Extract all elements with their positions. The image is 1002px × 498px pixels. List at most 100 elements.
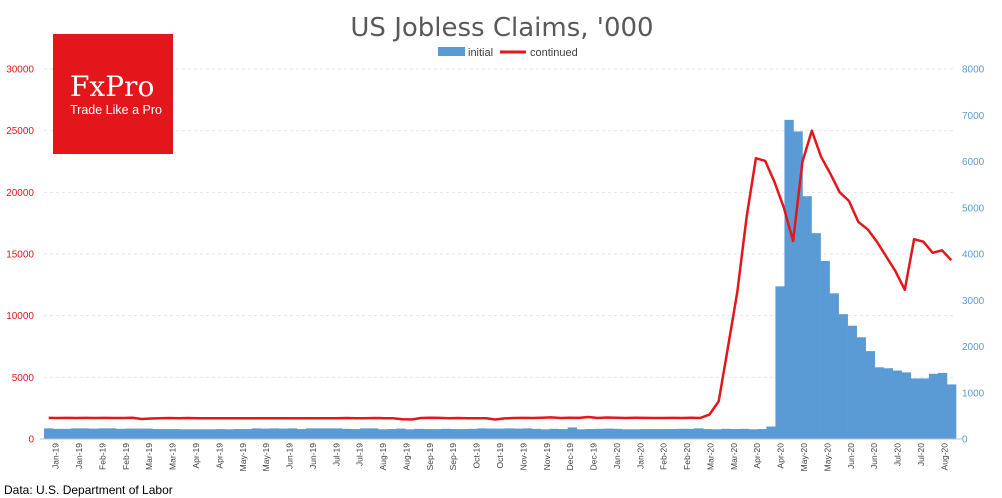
initial-bar [152,429,162,439]
initial-bar [450,429,460,439]
logo-background [53,34,173,154]
initial-bar [540,429,550,439]
initial-bar [62,428,72,439]
x-tick-label: Feb-19 [97,443,107,470]
right-tick-label: 6000 [962,157,985,168]
x-tick-label: Jan-20 [612,443,622,469]
initial-bar [504,428,514,439]
x-tick-label: Apr-20 [752,443,762,469]
initial-bar [685,428,695,439]
initial-bar [919,378,930,439]
initial-bar [369,428,379,439]
initial-bar [242,429,252,439]
left-tick-label: 5000 [12,373,35,384]
initial-bar [603,428,614,439]
left-tick-label: 30000 [6,65,34,76]
x-tick-label: Apr-20 [776,443,786,469]
x-tick-label: Aug-19 [401,443,411,471]
x-tick-label: Nov-19 [542,443,552,471]
initial-bar [170,429,180,439]
initial-bar [423,429,433,439]
initial-bar [98,428,108,439]
left-axis-ticks: 0 5000 10000 15000 20000 25000 30000 [6,65,34,446]
initial-bar [441,428,451,439]
legend: initial continued [438,47,578,59]
x-axis-ticks: Jan-19 Jan-19 Feb-19 Feb-19 Mar-19 Mar-19 Apr-… [51,443,950,472]
right-tick-label: 5000 [962,203,985,214]
x-tick-label: Aug-19 [378,443,388,471]
initial-bar [703,429,713,439]
right-tick-label: 2000 [962,342,985,353]
x-tick-label: Jul-20 [893,443,903,466]
x-tick-label: Mar-19 [144,443,154,470]
legend-label-continued: continued [530,47,578,59]
x-tick-label: May-20 [799,443,809,472]
x-tick-label: Dec-19 [589,443,599,471]
initial-bar [107,428,117,439]
gridlines [44,68,956,378]
initial-bar [432,429,442,439]
initial-bar [811,233,821,439]
right-tick-label: 7000 [962,111,985,122]
initial-bar [378,429,388,439]
initial-bar [630,429,641,439]
initial-bar [784,119,794,439]
initial-bar [721,428,731,439]
initial-bar [802,196,812,439]
initial-bar [838,314,848,439]
left-tick-label: 10000 [6,311,34,322]
initial-bar [477,428,487,439]
right-tick-label: 4000 [962,250,985,261]
initial-bar [143,428,153,439]
initial-bar [667,429,677,439]
initial-bar [116,428,126,439]
chart-title: US Jobless Claims, '000 [350,13,653,43]
initial-bar [251,428,262,439]
x-tick-label: Apr-19 [214,443,224,469]
initial-bar [296,429,307,439]
initial-bar [621,429,632,439]
initial-bar [585,429,596,439]
initial-bar [910,378,921,439]
initial-bar [215,429,225,439]
x-tick-label: Sep-19 [448,443,458,471]
initial-bar [387,429,397,439]
x-tick-label: Feb-19 [121,443,131,470]
initial-bar [351,429,361,439]
initial-bar [712,429,722,439]
initial-bar [694,428,704,439]
initial-bar [71,428,81,439]
x-tick-label: Feb-20 [659,443,669,470]
right-tick-label: 1000 [962,388,985,399]
initial-bar [648,429,659,439]
initial-bar [757,429,767,439]
x-tick-label: Jul-20 [916,443,926,466]
initial-bar [739,428,749,439]
initial-bar [639,429,650,439]
initial-bar [775,286,785,439]
x-tick-label: Apr-19 [191,443,201,469]
x-tick-label: Mar-20 [705,443,715,470]
initial-bar [874,367,885,439]
initial-bar [89,428,99,439]
initial-bar [748,429,758,439]
x-tick-label: Jan-19 [74,443,84,469]
initial-bar [820,260,830,439]
x-tick-label: Jun-19 [308,443,318,469]
initial-bar [829,293,839,439]
x-tick-label: May-19 [238,443,248,472]
x-tick-label: Mar-19 [168,443,178,470]
x-tick-label: May-19 [261,443,271,472]
x-tick-label: Mar-20 [729,443,739,470]
initial-bar [80,428,90,439]
initial-bar [269,428,280,439]
legend-label-initial: initial [468,47,493,59]
initial-bar [676,428,686,439]
initial-bar [486,428,496,439]
initial-bar [314,428,325,439]
left-tick-label: 20000 [6,188,34,199]
initial-bar [730,429,740,439]
initial-bar [287,428,298,439]
x-tick-label: Sep-19 [425,443,435,471]
